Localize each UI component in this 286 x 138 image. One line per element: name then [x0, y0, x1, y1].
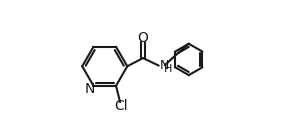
- Text: H: H: [164, 64, 172, 74]
- Text: Cl: Cl: [114, 99, 128, 113]
- Text: N: N: [85, 82, 95, 96]
- Text: O: O: [138, 31, 148, 45]
- Text: N: N: [160, 59, 169, 72]
